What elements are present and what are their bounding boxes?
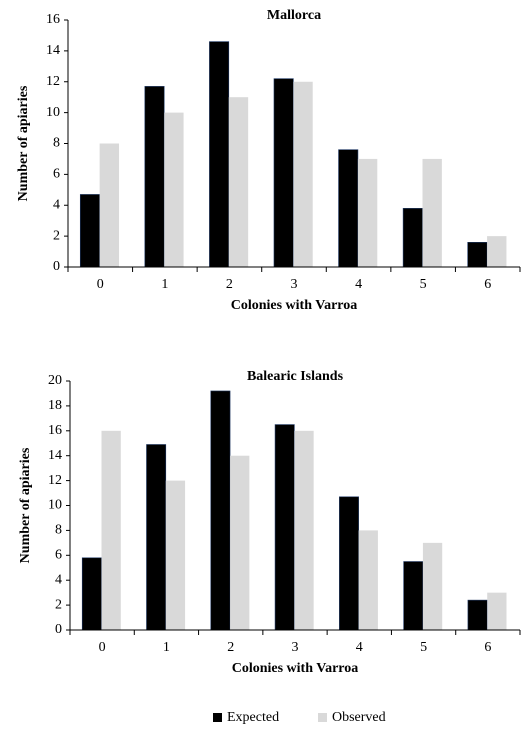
bar: [403, 561, 424, 631]
bar: [99, 143, 120, 267]
y-tick-label: 0: [53, 259, 60, 274]
y-tick-label: 4: [55, 572, 62, 587]
bar: [101, 430, 121, 630]
bar: [422, 158, 442, 267]
y-tick-label: 18: [48, 398, 62, 413]
x-tick-label: 3: [292, 640, 299, 655]
x-tick-label: 6: [484, 640, 491, 655]
bar: [357, 158, 378, 267]
y-tick-label: 14: [46, 43, 60, 58]
y-tick-label: 10: [48, 498, 62, 513]
y-tick-label: 14: [48, 448, 62, 463]
x-tick-label: 3: [291, 277, 298, 292]
bar: [487, 592, 507, 630]
y-tick-label: 8: [55, 523, 62, 538]
x-tick-label: 4: [356, 640, 363, 655]
x-tick-label: 6: [484, 277, 491, 292]
chart-title: Balearic Islands: [247, 369, 344, 384]
bar: [79, 194, 100, 268]
x-tick-label: 2: [226, 277, 233, 292]
y-tick-label: 6: [55, 548, 62, 563]
x-tick-label: 1: [163, 640, 170, 655]
bar: [358, 530, 378, 630]
y-tick-label: 10: [46, 105, 60, 120]
bar: [293, 81, 313, 267]
x-tick-label: 1: [161, 277, 168, 292]
bar: [422, 542, 443, 630]
bar: [228, 97, 249, 267]
legend-swatch: [318, 713, 327, 722]
bar: [467, 242, 488, 268]
bar: [294, 430, 314, 630]
y-axis-label: Number of apiaries: [18, 447, 33, 563]
chart-title: Mallorca: [267, 8, 321, 23]
x-tick-label: 0: [97, 277, 104, 292]
x-tick-label: 5: [420, 640, 427, 655]
bar: [165, 480, 186, 630]
bar: [402, 208, 423, 268]
bar: [210, 390, 231, 631]
bar: [209, 41, 230, 268]
y-tick-label: 16: [46, 12, 60, 27]
y-axis-label: Number of apiaries: [16, 85, 31, 201]
x-axis-label: Colonies with Varroa: [231, 298, 358, 313]
y-tick-label: 6: [53, 167, 60, 182]
bar: [338, 149, 359, 268]
bar: [339, 496, 359, 631]
bar: [487, 236, 507, 267]
bar: [81, 557, 102, 631]
bar: [467, 599, 488, 631]
x-axis-label: Colonies with Varroa: [232, 661, 359, 676]
y-tick-label: 2: [55, 597, 62, 612]
bar: [274, 424, 295, 631]
x-tick-label: 2: [227, 640, 234, 655]
bar: [146, 444, 167, 631]
bar: [230, 455, 250, 630]
x-tick-label: 4: [355, 277, 362, 292]
bar: [144, 86, 165, 268]
legend-label: Observed: [332, 710, 386, 725]
y-tick-label: 12: [48, 473, 62, 488]
y-tick-label: 12: [46, 74, 60, 89]
y-tick-label: 8: [53, 136, 60, 151]
y-tick-label: 20: [48, 373, 62, 388]
x-tick-label: 0: [99, 640, 106, 655]
bar: [164, 112, 184, 267]
y-tick-label: 0: [55, 622, 62, 637]
bar: [273, 78, 294, 268]
y-tick-label: 2: [53, 228, 60, 243]
y-tick-label: 4: [53, 197, 60, 212]
y-tick-label: 16: [48, 423, 62, 438]
legend-swatch: [213, 713, 222, 722]
x-tick-label: 5: [420, 277, 427, 292]
legend-label: Expected: [227, 710, 279, 725]
